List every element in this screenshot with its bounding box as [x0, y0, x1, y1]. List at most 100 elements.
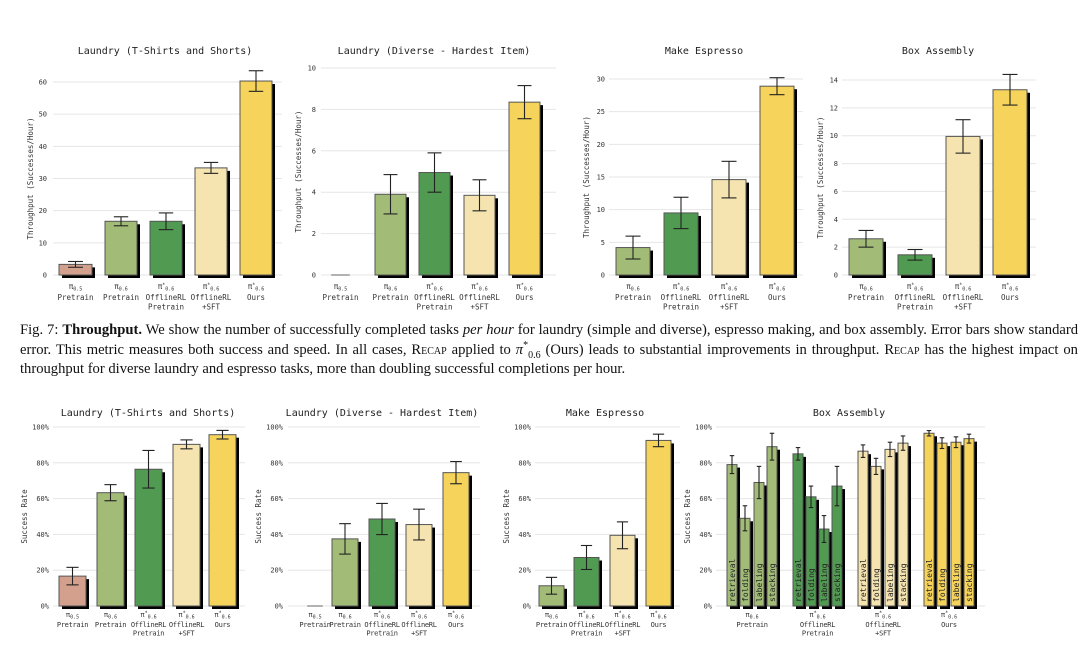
- y-axis-label: Success Rate: [20, 489, 29, 544]
- category-label-line: OfflineRL: [459, 293, 500, 302]
- policy-sub: 0.6: [948, 615, 957, 621]
- y-tick-label: 50: [39, 111, 47, 119]
- category-label: π*0.6: [178, 611, 194, 621]
- y-tick-label: 10: [830, 132, 838, 140]
- category-label-line: Ours: [1001, 293, 1019, 302]
- caption-recap: Recap: [411, 341, 447, 358]
- policy-symbol: π: [809, 611, 814, 619]
- category-label: π0.6: [338, 611, 351, 621]
- caption-italic: per hour: [462, 322, 514, 338]
- y-tick-label: 10: [308, 65, 316, 73]
- chart-title: Box Assembly: [902, 46, 974, 57]
- y-tick-label: 2: [834, 244, 838, 252]
- caption-text: has the highest impact on throughput for…: [20, 341, 1078, 378]
- policy-symbol: π: [614, 611, 619, 619]
- y-tick-label: 60%: [699, 495, 712, 503]
- category-label-line: OfflineRL: [865, 621, 900, 629]
- y-tick-label: 25: [597, 108, 605, 116]
- policy-sup: *: [207, 283, 210, 289]
- bar-sublabel: labeling: [952, 563, 961, 602]
- category-label-line: Ours: [941, 621, 957, 629]
- policy-sub: 0.6: [914, 287, 923, 293]
- policy-symbol: π: [745, 611, 750, 619]
- policy-sup: *: [476, 283, 479, 289]
- chart-title: Make Espresso: [566, 408, 644, 419]
- bar: [945, 135, 981, 276]
- bar: [96, 492, 125, 607]
- category-label: π*0.6: [673, 282, 690, 293]
- y-tick-label: 30: [597, 76, 605, 84]
- category-label: π0.6: [745, 611, 758, 621]
- policy-symbol: π: [69, 282, 74, 291]
- figure-caption: Fig. 7: Throughput. We show the number o…: [20, 321, 1078, 380]
- bar-sublabel: labeling: [886, 563, 895, 602]
- category-label-line: Pretrain: [57, 621, 88, 629]
- policy-symbol: π: [104, 611, 109, 619]
- category-label-line: OfflineRL: [895, 293, 936, 302]
- policy-sup: *: [814, 611, 817, 617]
- bar-sublabel: stacking: [899, 563, 908, 602]
- policy-sub: 0.6: [186, 615, 195, 621]
- policy-sub: 0.5: [73, 287, 82, 293]
- category-label: π*0.6: [650, 611, 666, 621]
- policy-symbol: π: [140, 611, 145, 619]
- chart-4: 0 2 4 6 8 10 12 14 Box Assembly Throughput (Succe…: [816, 46, 1036, 312]
- policy-symbol: π: [384, 282, 389, 291]
- policy-symbol: π: [721, 282, 726, 291]
- category-label: π*0.6: [140, 611, 156, 621]
- category-label: π*0.6: [875, 611, 891, 621]
- policy-sub: 0.6: [864, 287, 873, 293]
- policy-symbol: π: [471, 282, 476, 291]
- y-tick-label: 80%: [36, 459, 49, 467]
- policy-sub: 0.6: [210, 287, 219, 293]
- category-label: π0.6: [859, 282, 873, 293]
- y-axis-label: Throughput (Successes/Hour): [582, 116, 591, 238]
- bar: [104, 220, 138, 276]
- y-tick-label: 4: [312, 189, 316, 197]
- caption-math-pi: π*0.6: [516, 340, 541, 360]
- policy-symbol: π: [941, 611, 946, 619]
- category-label-line: OfflineRL: [800, 621, 835, 629]
- category-label-line: +SFT: [411, 630, 428, 638]
- y-tick-label: 100%: [514, 424, 532, 432]
- bar-sublabel: retrieval: [728, 558, 737, 602]
- policy-symbol: π: [859, 282, 864, 291]
- category-label-line: Pretrain: [372, 293, 408, 302]
- category-label: π0.6: [114, 282, 128, 293]
- policy-sup: *: [378, 611, 381, 617]
- bar-sublabel: retrieval: [794, 558, 803, 602]
- policy-sup: *: [145, 611, 148, 617]
- policy-sub: 0.6: [882, 615, 891, 621]
- category-label: π0.6: [626, 282, 640, 293]
- category-label-line: Pretrain: [133, 630, 164, 638]
- category-label-line: Pretrain: [736, 621, 767, 629]
- policy-sub: 0.6: [255, 287, 264, 293]
- y-tick-label: 12: [830, 104, 838, 112]
- policy-symbol: π: [66, 611, 71, 619]
- chart-title: Box Assembly: [813, 408, 885, 419]
- chart-8: 0% 20% 40% 60% 80% 100% Box Assembly Success Ra…: [683, 408, 985, 638]
- policy-sup: *: [619, 611, 622, 617]
- y-tick-label: 2: [312, 230, 316, 238]
- chart-1: 0 10 20 30 40 50 60 Laundry (T-Shirts and Short…: [26, 46, 282, 312]
- policy-sup: *: [773, 283, 776, 289]
- category-label-line: Pretrain: [329, 621, 360, 629]
- category-label-line: OfflineRL: [414, 293, 455, 302]
- category-label-line: OfflineRL: [191, 293, 232, 302]
- category-label-line: Pretrain: [299, 621, 330, 629]
- category-label-line: +SFT: [954, 303, 973, 312]
- y-tick-label: 30: [39, 175, 47, 183]
- bar-sublabel: stacking: [965, 563, 974, 602]
- category-label: π*0.6: [203, 282, 220, 293]
- policy-sup: *: [162, 283, 165, 289]
- policy-symbol: π: [248, 282, 253, 291]
- policy-sub: 0.6: [776, 287, 785, 293]
- bar-sublabel: retrieval: [925, 558, 934, 602]
- policy-symbol: π: [626, 282, 631, 291]
- bar-sublabel: folding: [872, 568, 881, 602]
- policy-sup: *: [183, 611, 186, 617]
- chart-title: Make Espresso: [665, 46, 743, 57]
- category-label: π0.5: [308, 611, 321, 621]
- policy-sub: 0.6: [455, 615, 464, 621]
- y-tick-label: 8: [312, 106, 316, 114]
